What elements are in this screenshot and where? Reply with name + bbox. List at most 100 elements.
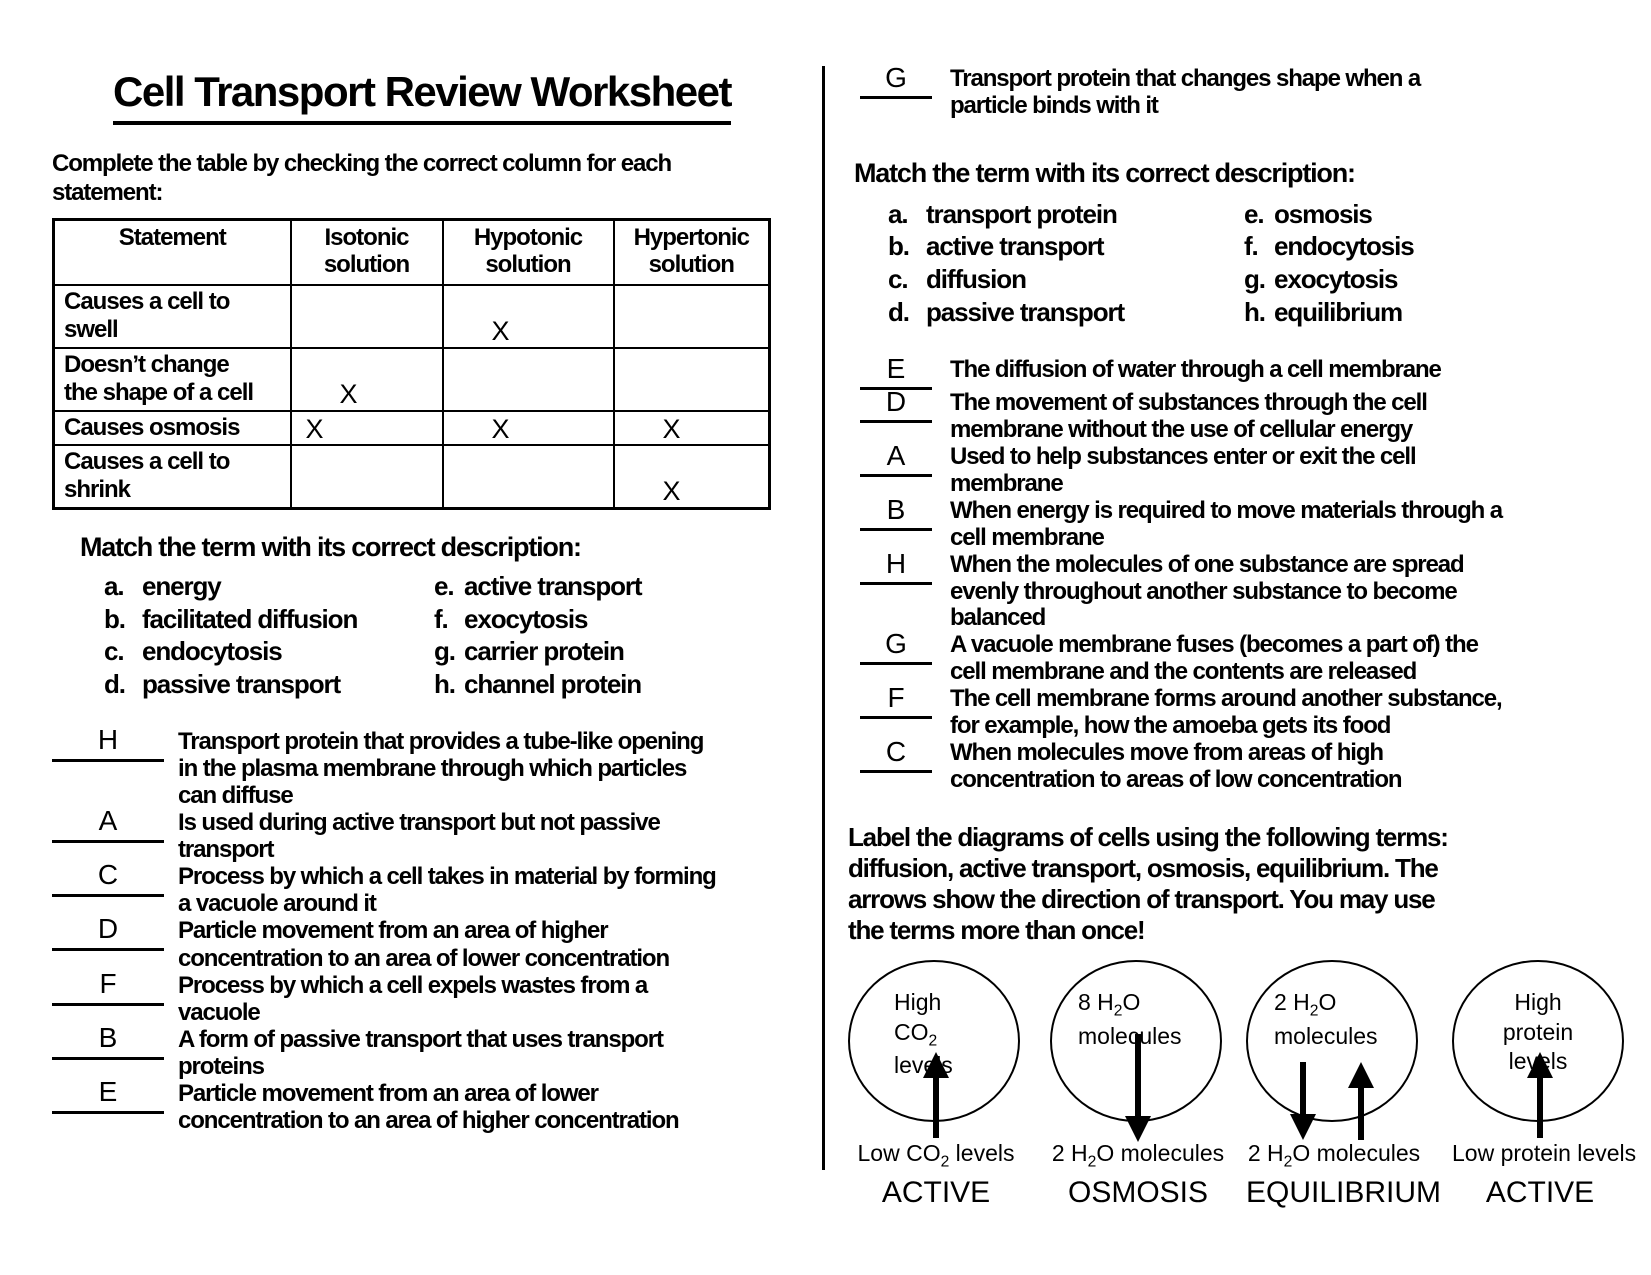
answer-letter: E: [886, 353, 906, 385]
blank-item: H When the molecules of one substance ar…: [848, 549, 1648, 633]
term-text: exocytosis: [464, 603, 589, 634]
answer-blank: G: [860, 62, 932, 99]
blank-item: B When energy is required to move materi…: [848, 493, 1648, 552]
blank-description: When molecules move from areas of high c…: [950, 738, 1403, 793]
blank-description: The cell membrane forms around another s…: [950, 685, 1503, 739]
statement-cell: Causes a cell to swell: [52, 284, 292, 349]
table-instruction: Complete the table by checking the corre…: [52, 150, 672, 207]
term-item: a. energy: [104, 571, 434, 602]
blank-item: H Transport protein that provides a tube…: [52, 723, 792, 809]
answer-letter: C: [97, 859, 119, 891]
term-text: active transport: [926, 231, 1105, 262]
term-letter: h.: [1244, 296, 1266, 327]
term-text: endocytosis: [1274, 231, 1415, 262]
terms-col-2: e. osmosis f. endocytosis g. exocytosis h. e…: [1244, 199, 1415, 330]
term-letter: e.: [434, 570, 455, 601]
blank-description: The diffusion of water through a cell me…: [950, 356, 1442, 384]
header-hypertonic: Hypertonic solution: [612, 218, 771, 287]
blanks-list-left: H Transport protein that provides a tube…: [52, 723, 792, 1135]
hypotonic-mark-cell: X: [441, 409, 615, 447]
header-statement: Statement: [52, 218, 292, 287]
isotonic-mark-cell: [289, 284, 444, 349]
answer-letter: D: [885, 386, 907, 418]
term-letter: a.: [104, 570, 125, 601]
cell-diagram-equilibrium: 2 H2O molecules 2 H2O molecules EQUILIBR…: [1246, 960, 1442, 1210]
cell-below-label: 2 H2O molecules: [1247, 1140, 1421, 1171]
answer-letter: G: [885, 62, 907, 93]
answer-letter: A: [886, 440, 906, 472]
answer-blank: F: [52, 967, 164, 1006]
hypertonic-mark-cell: X: [612, 409, 771, 447]
title-wrap: Cell Transport Review Worksheet: [52, 68, 792, 125]
term-text: endocytosis: [142, 636, 283, 667]
term-item: f. exocytosis: [434, 604, 641, 635]
blank-item: F Process by which a cell expels wastes …: [52, 967, 792, 1026]
blank-description: A vacuole membrane fuses (becomes a part…: [950, 631, 1479, 686]
cell-circle: 2 H2O molecules: [1246, 960, 1418, 1123]
term-text: osmosis: [1274, 198, 1373, 229]
term-item: g. carrier protein: [434, 636, 641, 667]
solution-table: Statement Isotonic solution Hypotonic so…: [52, 217, 771, 510]
term-text: transport protein: [926, 198, 1118, 229]
blank-description: The movement of substances through the c…: [950, 389, 1428, 444]
table-row: Causes a cell to swell X: [52, 284, 771, 349]
term-letter: a.: [888, 198, 909, 229]
term-item: d. passive transport: [888, 297, 1244, 328]
term-item: b. active transport: [888, 231, 1244, 262]
blank-item: F The cell membrane forms around another…: [848, 682, 1648, 740]
blanks-list-right: E The diffusion of water through a cell …: [848, 353, 1648, 794]
answer-letter: F: [99, 967, 117, 999]
term-text: passive transport: [926, 296, 1125, 327]
answer-letter: F: [887, 682, 905, 714]
up-arrow-icon: [1527, 1052, 1553, 1139]
term-item: e. osmosis: [1244, 199, 1414, 230]
blank-description: Process by which a cell takes in materia…: [178, 863, 717, 918]
answer-letter: B: [98, 1021, 118, 1053]
term-letter: g.: [1244, 264, 1266, 295]
answer-blank: D: [52, 915, 164, 952]
answer-blank: F: [860, 682, 932, 720]
term-text: exocytosis: [1274, 264, 1399, 295]
diagram-answer: ACTIVE: [881, 1176, 991, 1210]
blank-description: Used to help substances enter or exit th…: [950, 443, 1417, 498]
term-letter: d.: [104, 669, 126, 699]
blank-item: C When molecules move from areas of high…: [848, 735, 1648, 794]
table-header-row: Statement Isotonic solution Hypotonic so…: [52, 218, 771, 287]
term-letter: h.: [434, 669, 456, 699]
diagram-answer: OSMOSIS: [1067, 1176, 1209, 1210]
label-diagrams-instruction: Label the diagrams of cells using the fo…: [848, 821, 1449, 946]
answer-blank: D: [860, 386, 932, 424]
term-text: diffusion: [926, 264, 1027, 295]
term-letter: b.: [888, 231, 910, 262]
answer-blank: B: [52, 1021, 164, 1060]
right-column: G Transport protein that changes shape w…: [848, 0, 1648, 1210]
blank-description: Particle movement from an area of lower …: [178, 1080, 680, 1135]
statement-cell: Doesn’t change the shape of a cell: [52, 346, 292, 412]
answer-blank: E: [860, 353, 932, 391]
term-item: h. equilibrium: [1244, 297, 1414, 328]
blank-item: E Particle movement from an area of lowe…: [52, 1078, 792, 1135]
isotonic-mark-cell: X: [289, 346, 444, 412]
column-divider: [822, 66, 825, 1170]
statement-cell: Causes a cell to shrink: [52, 444, 292, 510]
cell-diagram-osmosis: 8 H2O molecules 2 H2O molecules OSMOSIS: [1050, 960, 1226, 1210]
term-text: facilitated diffusion: [142, 603, 358, 634]
answer-blank: E: [52, 1078, 164, 1115]
down-arrow-icon: [1290, 1062, 1316, 1141]
diagram-answer: EQUILIBRIUM: [1246, 1176, 1442, 1210]
cell-diagram-co2: High CO2 levels Low CO2 levels ACTIVE: [848, 960, 1024, 1210]
term-item: d. passive transport: [104, 669, 434, 700]
term-item: e. active transport: [434, 570, 643, 602]
term-item: b. facilitated diffusion: [104, 604, 434, 635]
answer-letter: H: [97, 723, 119, 755]
blank-description: Process by which a cell expels wastes fr…: [178, 971, 648, 1026]
answer-letter: C: [885, 735, 907, 767]
blank-item: A Is used during active transport but no…: [52, 807, 792, 863]
answer-blank: C: [860, 735, 932, 773]
hypotonic-mark-cell: [441, 444, 615, 510]
term-text: passive transport: [142, 669, 341, 699]
answer-letter: B: [886, 493, 906, 525]
blank-description: Transport protein that provides a tube-l…: [178, 727, 704, 809]
terms-list-right: a. transport protein b. active transport c…: [888, 199, 1648, 330]
hypertonic-mark-cell: [612, 346, 771, 412]
